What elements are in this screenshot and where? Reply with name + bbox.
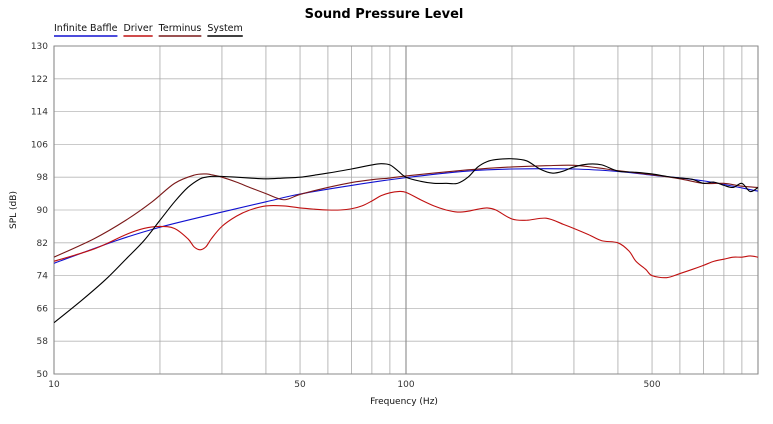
series-line-driver bbox=[54, 190, 759, 279]
legend-item-infinite-baffle: Infinite Baffle bbox=[54, 23, 118, 37]
y-tick-label-90: 90 bbox=[37, 206, 49, 216]
y-tick-label-130: 130 bbox=[31, 42, 48, 52]
x-tick-label-10: 10 bbox=[48, 380, 60, 390]
legend-label-driver: Driver bbox=[123, 23, 152, 34]
legend: Infinite Baffle Driver Terminus System bbox=[54, 23, 243, 37]
chart-title: Sound Pressure Level bbox=[305, 7, 464, 22]
y-tick-label-66: 66 bbox=[37, 304, 49, 314]
legend-label-system: System bbox=[207, 23, 242, 34]
legend-item-system: System bbox=[207, 23, 243, 37]
x-tick-label-100: 100 bbox=[397, 380, 414, 390]
plot-frame bbox=[53, 45, 759, 375]
y-tick-label-114: 114 bbox=[31, 108, 48, 118]
y-tick-label-74: 74 bbox=[37, 272, 49, 282]
legend-item-driver: Driver bbox=[123, 23, 153, 37]
legend-label-terminus: Terminus bbox=[158, 23, 202, 34]
series-line-system bbox=[54, 158, 759, 324]
y-tick-label-122: 122 bbox=[31, 75, 48, 85]
grid bbox=[53, 45, 759, 375]
y-tick-label-106: 106 bbox=[31, 140, 48, 150]
y-tick-label-98: 98 bbox=[37, 173, 49, 183]
y-axis-label: SPL (dB) bbox=[9, 191, 19, 229]
legend-label-infinite-baffle: Infinite Baffle bbox=[54, 23, 118, 34]
series-line-terminus bbox=[54, 164, 759, 258]
x-tick-label-50: 50 bbox=[294, 380, 306, 390]
y-tick-label-50: 50 bbox=[37, 370, 49, 380]
y-tick-label-82: 82 bbox=[37, 239, 48, 249]
series-lines bbox=[54, 158, 759, 324]
y-tick-label-58: 58 bbox=[37, 337, 49, 347]
x-axis-label: Frequency (Hz) bbox=[370, 397, 438, 407]
x-tick-label-500: 500 bbox=[643, 380, 660, 390]
legend-item-terminus: Terminus bbox=[158, 23, 202, 37]
